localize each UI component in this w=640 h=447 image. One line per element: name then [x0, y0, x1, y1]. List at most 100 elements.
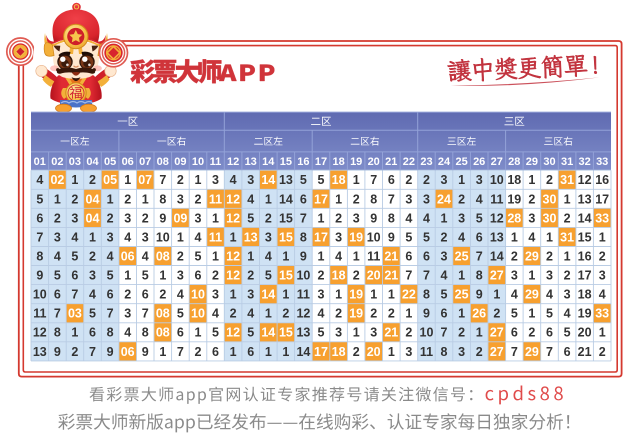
svg-text:1: 1 [318, 250, 325, 264]
svg-text:5: 5 [54, 269, 61, 283]
svg-text:3: 3 [511, 269, 518, 283]
svg-text:6: 6 [247, 345, 254, 359]
svg-text:2: 2 [353, 345, 360, 359]
svg-text:19: 19 [349, 288, 363, 302]
svg-text:4: 4 [142, 250, 149, 264]
svg-text:19: 19 [349, 230, 363, 244]
svg-text:04: 04 [86, 156, 99, 168]
svg-text:29: 29 [526, 156, 538, 168]
svg-text:10: 10 [490, 173, 504, 187]
svg-text:4: 4 [124, 326, 131, 340]
svg-text:5: 5 [423, 230, 430, 244]
svg-text:4: 4 [124, 230, 131, 244]
svg-text:28: 28 [508, 156, 520, 168]
svg-text:1: 1 [282, 250, 289, 264]
svg-text:21: 21 [385, 156, 397, 168]
svg-text:4: 4 [71, 230, 78, 244]
svg-text:1: 1 [230, 230, 237, 244]
svg-text:10: 10 [296, 269, 310, 283]
svg-text:8: 8 [142, 326, 149, 340]
svg-text:8: 8 [476, 269, 483, 283]
svg-text:1: 1 [177, 230, 184, 244]
svg-text:04: 04 [86, 192, 100, 206]
svg-text:02: 02 [51, 156, 63, 168]
svg-text:02: 02 [50, 173, 64, 187]
svg-text:3: 3 [124, 307, 131, 321]
svg-text:03: 03 [68, 307, 82, 321]
svg-text:6: 6 [300, 192, 307, 206]
svg-text:7: 7 [511, 345, 518, 359]
svg-text:8: 8 [441, 345, 448, 359]
svg-text:2: 2 [159, 288, 166, 302]
svg-text:31: 31 [561, 156, 573, 168]
svg-text:2: 2 [405, 173, 412, 187]
svg-text:27: 27 [490, 269, 504, 283]
svg-text:17: 17 [595, 192, 609, 206]
svg-text:4: 4 [511, 288, 518, 302]
svg-text:1: 1 [511, 230, 518, 244]
svg-text:6: 6 [36, 211, 43, 225]
svg-text:16: 16 [297, 156, 309, 168]
svg-text:6: 6 [71, 269, 78, 283]
svg-text:5: 5 [107, 269, 114, 283]
svg-text:12: 12 [226, 326, 240, 340]
svg-text:18: 18 [578, 288, 592, 302]
svg-text:09: 09 [173, 211, 187, 225]
svg-text:28: 28 [507, 211, 521, 225]
svg-text:1: 1 [247, 250, 254, 264]
svg-text:6: 6 [212, 345, 219, 359]
svg-text:2: 2 [388, 307, 395, 321]
svg-text:9: 9 [107, 345, 114, 359]
svg-text:1: 1 [564, 192, 571, 206]
svg-text:4: 4 [476, 192, 483, 206]
svg-text:22: 22 [403, 156, 415, 168]
svg-text:3: 3 [265, 230, 272, 244]
svg-text:9: 9 [159, 211, 166, 225]
svg-text:27: 27 [491, 156, 503, 168]
svg-text:1: 1 [282, 345, 289, 359]
svg-text:3: 3 [142, 230, 149, 244]
svg-text:2: 2 [546, 250, 553, 264]
svg-text:7: 7 [177, 345, 184, 359]
svg-text:19: 19 [507, 192, 521, 206]
svg-text:6: 6 [89, 326, 96, 340]
svg-text:16: 16 [595, 173, 609, 187]
svg-text:05: 05 [104, 156, 116, 168]
svg-text:4: 4 [458, 230, 465, 244]
svg-text:27: 27 [490, 326, 504, 340]
svg-text:11: 11 [490, 192, 503, 206]
svg-text:8: 8 [159, 192, 166, 206]
svg-text:7: 7 [54, 307, 61, 321]
svg-text:7: 7 [71, 288, 78, 302]
svg-text:6: 6 [441, 307, 448, 321]
svg-text:30: 30 [543, 192, 557, 206]
svg-text:3: 3 [247, 173, 254, 187]
svg-text:10: 10 [367, 230, 381, 244]
svg-text:12: 12 [296, 307, 310, 321]
svg-text:24: 24 [438, 156, 451, 168]
svg-text:2: 2 [458, 192, 465, 206]
svg-text:1: 1 [107, 192, 114, 206]
svg-text:13: 13 [296, 326, 310, 340]
svg-text:3: 3 [564, 288, 571, 302]
svg-text:19: 19 [578, 307, 592, 321]
svg-text:12: 12 [226, 211, 240, 225]
svg-text:11: 11 [209, 192, 222, 206]
svg-text:14: 14 [261, 173, 275, 187]
svg-text:15: 15 [279, 326, 293, 340]
svg-text:2: 2 [405, 326, 412, 340]
svg-text:1: 1 [546, 230, 553, 244]
svg-text:3: 3 [89, 269, 96, 283]
svg-text:1: 1 [318, 211, 325, 225]
svg-text:12: 12 [227, 156, 239, 168]
svg-text:14: 14 [296, 345, 310, 359]
svg-text:9: 9 [142, 345, 149, 359]
svg-text:1: 1 [370, 288, 377, 302]
svg-text:31: 31 [560, 173, 574, 187]
svg-text:2: 2 [71, 192, 78, 206]
svg-text:19: 19 [349, 307, 363, 321]
svg-text:3: 3 [335, 230, 342, 244]
svg-text:3: 3 [247, 288, 254, 302]
svg-text:1: 1 [388, 288, 395, 302]
svg-text:9: 9 [36, 269, 43, 283]
